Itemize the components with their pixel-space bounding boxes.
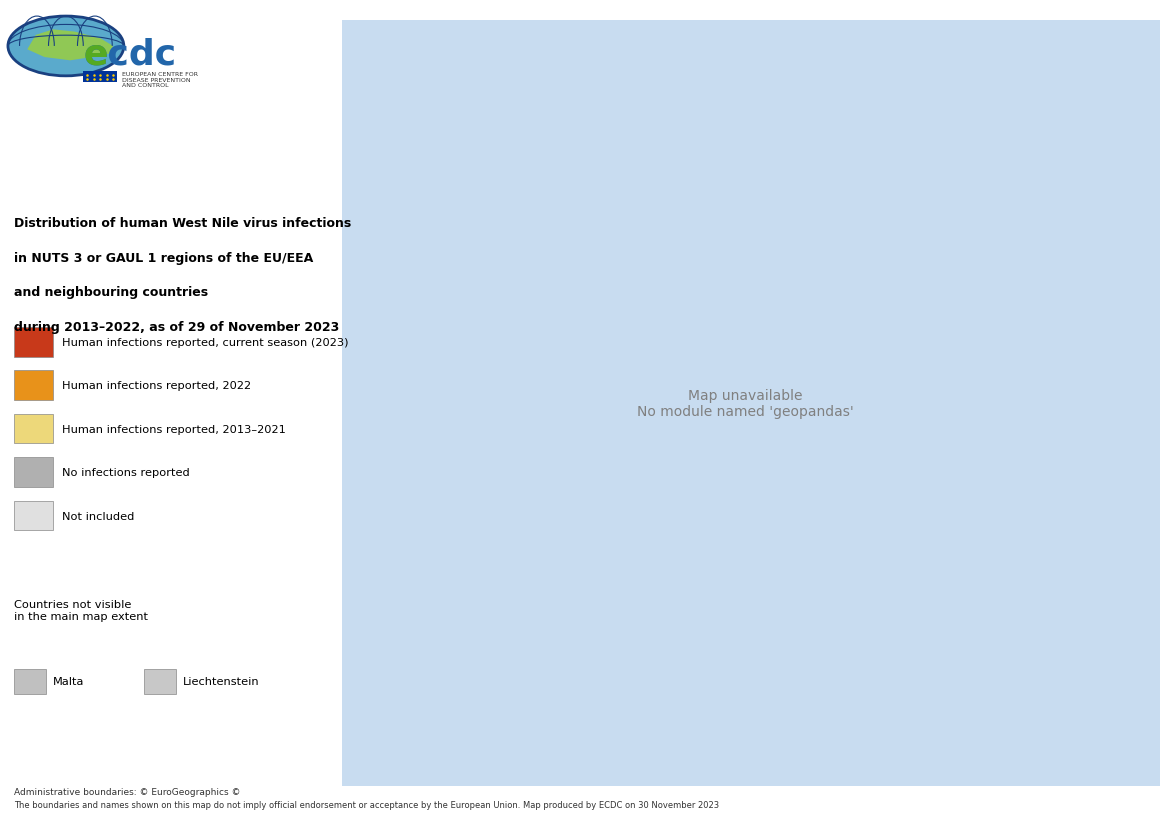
Text: The boundaries and names shown on this map do not imply official endorsement or : The boundaries and names shown on this m… — [14, 800, 719, 809]
FancyBboxPatch shape — [14, 328, 53, 357]
Text: during 2013–2022, as of 29 of November 2023: during 2013–2022, as of 29 of November 2… — [14, 320, 339, 333]
Text: Map unavailable
No module named 'geopandas': Map unavailable No module named 'geopand… — [637, 388, 854, 419]
Text: Administrative boundaries: © EuroGeographics ©: Administrative boundaries: © EuroGeograp… — [14, 787, 240, 796]
Text: Human infections reported, current season (2023): Human infections reported, current seaso… — [61, 337, 348, 347]
Text: Distribution of human West Nile virus infections: Distribution of human West Nile virus in… — [14, 217, 351, 230]
FancyBboxPatch shape — [14, 458, 53, 487]
FancyBboxPatch shape — [14, 669, 46, 694]
Text: in NUTS 3 or GAUL 1 regions of the EU/EEA: in NUTS 3 or GAUL 1 regions of the EU/EE… — [14, 251, 313, 265]
Text: Human infections reported, 2022: Human infections reported, 2022 — [61, 381, 251, 391]
FancyBboxPatch shape — [14, 371, 53, 400]
FancyBboxPatch shape — [144, 669, 176, 694]
Text: ecdc: ecdc — [84, 38, 176, 71]
Text: e: e — [84, 38, 108, 71]
Text: Malta: Malta — [53, 676, 85, 686]
Text: Liechtenstein: Liechtenstein — [183, 676, 260, 686]
FancyBboxPatch shape — [14, 501, 53, 531]
Text: DISEASE PREVENTION: DISEASE PREVENTION — [122, 78, 190, 83]
Text: Countries not visible
in the main map extent: Countries not visible in the main map ex… — [14, 600, 147, 621]
FancyBboxPatch shape — [14, 414, 53, 444]
Text: AND CONTROL: AND CONTROL — [122, 84, 168, 88]
Text: No infections reported: No infections reported — [61, 468, 189, 477]
Text: Human infections reported, 2013–2021: Human infections reported, 2013–2021 — [61, 424, 285, 434]
Text: and neighbouring countries: and neighbouring countries — [14, 286, 208, 299]
Polygon shape — [28, 30, 113, 61]
Circle shape — [8, 17, 124, 77]
Bar — [84, 72, 117, 84]
Text: EUROPEAN CENTRE FOR: EUROPEAN CENTRE FOR — [122, 72, 197, 77]
Text: Not included: Not included — [61, 511, 133, 521]
